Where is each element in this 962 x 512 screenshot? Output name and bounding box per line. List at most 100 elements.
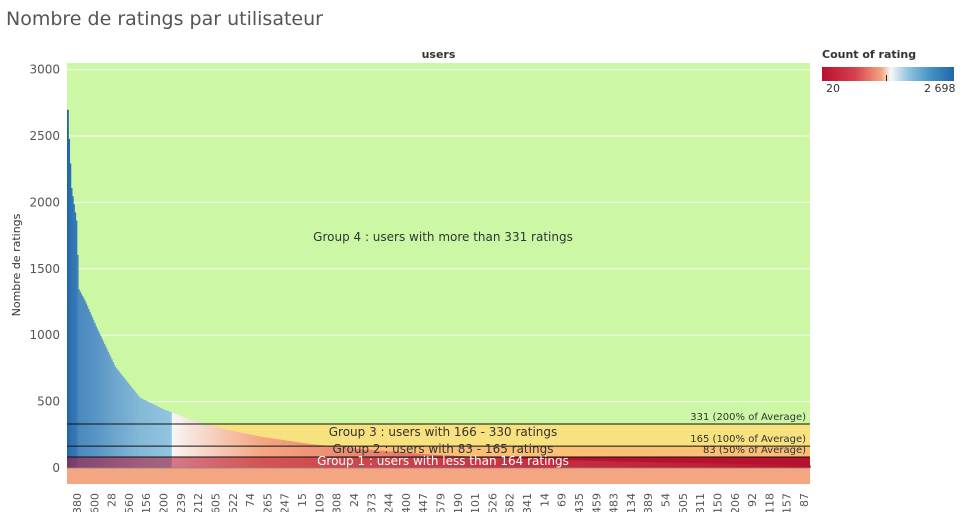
bar [183, 417, 186, 468]
bar [177, 415, 180, 468]
bar [293, 441, 296, 468]
bar [70, 188, 73, 468]
bar [164, 410, 167, 468]
bar [281, 439, 284, 468]
bar [179, 415, 181, 468]
bar [233, 431, 236, 468]
bar [211, 425, 214, 468]
x-tick-label: 373 [365, 493, 378, 512]
x-tick-label: 92 [746, 493, 759, 507]
bar [238, 432, 241, 468]
bar [116, 370, 119, 468]
bar [286, 440, 289, 468]
x-tick-label: 150 [711, 493, 724, 512]
x-tick-label: 118 [763, 493, 776, 512]
bar [237, 432, 240, 468]
bar [218, 427, 220, 468]
legend-title: Count of rating [822, 48, 917, 61]
y-tick-label: 2500 [29, 129, 60, 143]
bar [171, 412, 174, 468]
bar [313, 444, 315, 468]
bar [225, 429, 228, 468]
bar [304, 443, 307, 468]
bar [76, 254, 79, 468]
bar [146, 401, 148, 468]
bar [274, 438, 276, 468]
bar [197, 421, 200, 468]
bar [254, 435, 257, 468]
bar [294, 441, 297, 468]
bar [93, 322, 96, 468]
bar [185, 417, 187, 468]
bar [98, 333, 101, 468]
bar [140, 398, 142, 468]
bar [259, 436, 262, 468]
bar [192, 420, 195, 468]
bar [174, 413, 177, 468]
bar [143, 400, 146, 468]
x-tick-label: 206 [729, 493, 742, 512]
bar [198, 422, 201, 468]
bar [96, 328, 99, 468]
band-label-group-4: Group 4 : users with more than 331 ratin… [313, 230, 573, 244]
bar [200, 422, 203, 468]
bar [188, 419, 191, 468]
bar [224, 429, 226, 468]
bar [260, 436, 263, 468]
band-group-4 [67, 63, 810, 425]
x-tick-label: 582 [504, 493, 517, 512]
bar [182, 417, 185, 468]
chart-title: Nombre de ratings par utilisateur [6, 8, 323, 30]
bar [209, 425, 212, 468]
y-tick-label: 500 [37, 395, 60, 409]
bar [230, 430, 233, 468]
bar [84, 300, 86, 468]
reference-label-165: 165 (100% of Average) [690, 434, 806, 445]
color-legend[interactable]: Count of rating 20 2 698 [822, 48, 962, 95]
x-tick-label: 265 [261, 493, 274, 512]
bar [166, 410, 169, 468]
bar [292, 441, 295, 468]
bar [287, 440, 290, 468]
bar [257, 436, 259, 468]
bar [129, 385, 131, 468]
x-tick-label: 579 [435, 493, 448, 512]
reference-label-331: 331 (200% of Average) [690, 412, 806, 423]
x-tick-label: 522 [227, 493, 240, 512]
bar [221, 428, 224, 468]
y-tick-label: 2000 [29, 195, 60, 209]
bar [277, 439, 280, 468]
bar [172, 413, 175, 468]
bar [231, 430, 234, 468]
bar [170, 412, 173, 468]
legend-max-label: 2 698 [924, 82, 956, 95]
band-label-group-3: Group 3 : users with 166 - 330 ratings [329, 425, 558, 439]
bar [299, 442, 302, 468]
bar [314, 444, 317, 468]
bar [280, 439, 282, 468]
bar [165, 410, 168, 468]
bar [154, 405, 157, 468]
x-tick-label: 483 [608, 493, 621, 512]
bar [298, 442, 301, 468]
bar [163, 409, 166, 468]
bar [247, 434, 250, 468]
bar [305, 443, 308, 468]
x-tick-label: 200 [158, 493, 171, 512]
x-tick-label: 311 [694, 493, 707, 512]
bar [191, 419, 194, 468]
bar [120, 374, 123, 468]
bar [71, 196, 74, 468]
x-tick-label: 54 [660, 493, 673, 507]
bar [118, 371, 120, 468]
bar [246, 433, 248, 468]
y-axis-title: Nombre de ratings [10, 213, 23, 316]
bar [317, 444, 320, 468]
bar [278, 439, 281, 468]
bar [283, 440, 286, 468]
bar [144, 400, 147, 468]
x-tick-label: 505 [677, 493, 690, 512]
bar [306, 443, 309, 468]
x-tick-label: 14 [538, 493, 551, 507]
